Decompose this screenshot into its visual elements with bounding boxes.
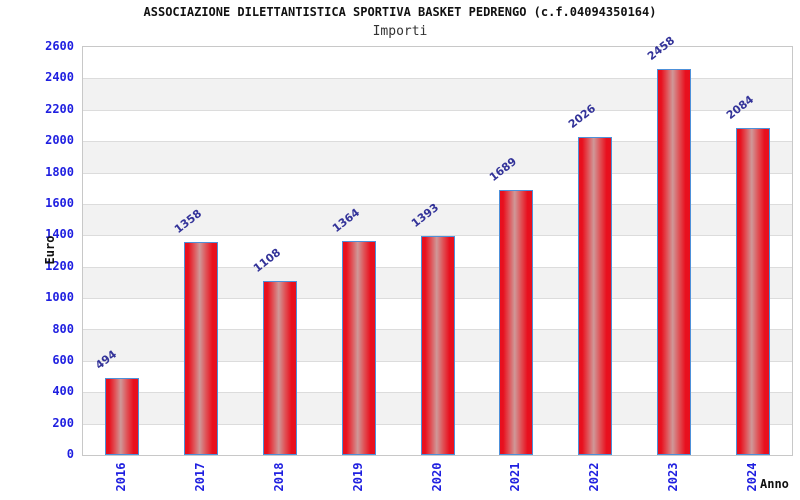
- bar-2016: [105, 377, 140, 455]
- bar-2021: [499, 190, 534, 455]
- y-tick-label: 800: [52, 321, 74, 336]
- gridline: [83, 109, 792, 111]
- y-tick-label: 600: [52, 352, 74, 367]
- bar-2019: [341, 241, 376, 455]
- y-tick-label: 1800: [45, 164, 74, 179]
- gridline: [83, 172, 792, 174]
- y-axis-title: Euro: [43, 235, 57, 265]
- y-tick-label: 2400: [45, 70, 74, 85]
- gridline: [83, 203, 792, 205]
- bar-2020: [420, 236, 455, 455]
- x-tick-label-2020: 2020: [429, 462, 444, 492]
- chart-title: ASSOCIAZIONE DILETTANTISTICA SPORTIVA BA…: [143, 5, 657, 19]
- gridline: [83, 235, 792, 237]
- y-tick-label: 1400: [45, 227, 74, 242]
- x-tick-label-2019: 2019: [350, 462, 365, 492]
- x-tick-label-2018: 2018: [271, 462, 286, 492]
- bar-2017: [184, 241, 219, 455]
- x-tick-label-2021: 2021: [508, 462, 523, 492]
- bar-2024: [735, 128, 770, 455]
- y-tick-label: 1000: [45, 290, 74, 305]
- bar-2023: [656, 69, 691, 455]
- bar-2022: [578, 137, 613, 455]
- x-tick-label-2016: 2016: [114, 462, 129, 492]
- y-tick-label: 200: [52, 415, 74, 430]
- y-tick-label: 2200: [45, 101, 74, 116]
- bar-2018: [262, 281, 297, 455]
- x-tick-label-2024: 2024: [744, 462, 759, 492]
- y-tick-label: 2600: [45, 39, 74, 53]
- x-tick-label-2017: 2017: [193, 462, 208, 492]
- plot-area: 494 1358 1108 1364 1393 1689 2026 2458 2084: [82, 34, 793, 456]
- gridline: [83, 78, 792, 80]
- y-tick-label: 1600: [45, 195, 74, 210]
- x-tick-label-2023: 2023: [665, 462, 680, 492]
- y-tick-label: 0: [66, 447, 74, 461]
- x-axis-title: Anno: [760, 477, 789, 491]
- y-tick-label: 400: [52, 384, 74, 399]
- x-tick-label-2022: 2022: [587, 462, 602, 492]
- y-tick-label: 1200: [45, 258, 74, 273]
- gridline: [83, 141, 792, 143]
- chart-subtitle: Importi: [372, 24, 428, 39]
- y-tick-label: 2000: [45, 133, 74, 148]
